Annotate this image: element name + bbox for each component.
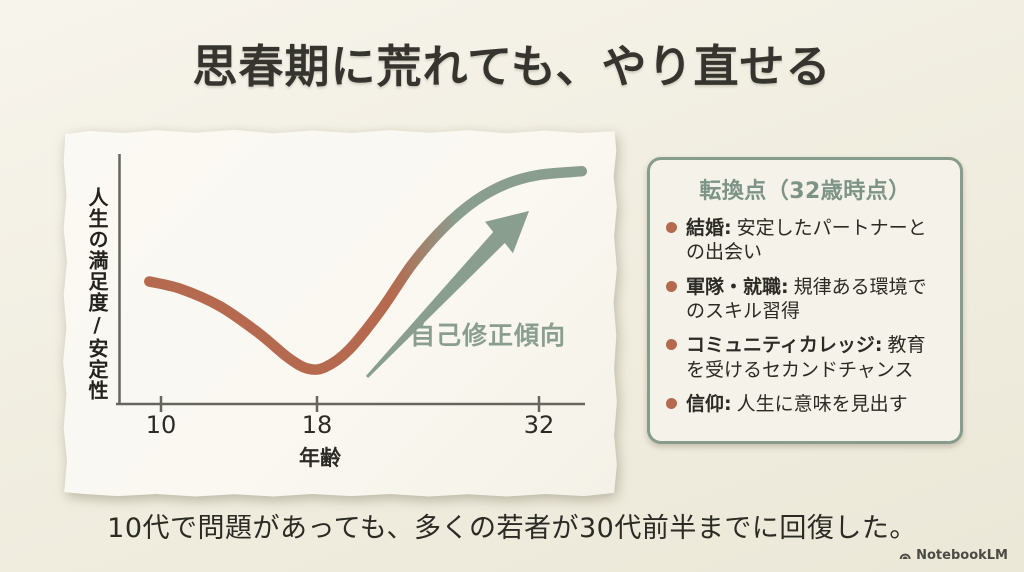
y-axis-label: 人生の満足度/安定性 (85, 187, 109, 401)
x-tick-10: 10 (145, 411, 177, 439)
self-correction-arrow-icon (365, 211, 529, 378)
panel-title: 転換点（32歳時点） (699, 179, 911, 204)
x-tick-32: 32 (523, 411, 555, 439)
brand-text: NotebookLM (916, 548, 1008, 563)
bullet-icon (666, 339, 677, 351)
list-item-faith: 信仰: 人生に意味を見出す (666, 392, 944, 416)
notebooklm-logo-icon (899, 553, 911, 559)
turning-points-panel: 転換点（32歳時点） 結婚: 安定したパートナーとの出会い 軍隊・就職: 規律ある環… (647, 157, 963, 444)
item-label: コミュニティカレッジ: (686, 334, 883, 357)
list-item-community-college: コミュニティカレッジ: 教育を受けるセカンドチャンス (666, 333, 944, 382)
item-label: 信仰: (686, 392, 732, 415)
item-label: 軍隊・就職: (686, 275, 789, 298)
slide-title: 思春期に荒れても、やり直せる (192, 40, 832, 93)
chart-card: 人生の満足度/安定性 10 18 32 年齢 自己修正傾向 (62, 129, 618, 498)
item-text: 信仰: 人生に意味を見出す (686, 392, 908, 416)
turning-points-list: 結婚: 安定したパートナーとの出会い 軍隊・就職: 規律ある環境でのスキル習得 コミ… (666, 216, 944, 416)
self-correction-annotation: 自己修正傾向 (410, 321, 567, 350)
x-axis-label: 年齢 (299, 446, 341, 470)
item-desc: 人生に意味を見出す (736, 392, 908, 415)
bullet-icon (666, 280, 677, 292)
paper-background: 人生の満足度/安定性 10 18 32 年齢 自己修正傾向 (63, 129, 617, 497)
bullet-icon (666, 222, 677, 233)
item-desc: 安定したパートナーとの出会い (686, 217, 927, 264)
bottom-caption: 10代で問題があっても、多くの若者が30代前半までに回復した。 (107, 513, 917, 544)
notebooklm-watermark: NotebookLM (898, 548, 1008, 563)
item-desc: 教育を受けるセカンドチャンス (686, 334, 926, 381)
item-label: 結婚: (686, 217, 732, 239)
list-item-marriage: 結婚: 安定したパートナーとの出会い (666, 216, 944, 265)
item-text: 軍隊・就職: 規律ある環境でのスキル習得 (686, 275, 944, 324)
list-item-military-job: 軍隊・就職: 規律ある環境でのスキル習得 (666, 275, 944, 324)
item-text: 結婚: 安定したパートナーとの出会い (686, 216, 944, 265)
item-desc: 規律ある環境でのスキル習得 (686, 275, 927, 322)
item-text: コミュニティカレッジ: 教育を受けるセカンドチャンス (686, 333, 944, 382)
x-tick-18: 18 (301, 411, 333, 439)
life-satisfaction-chart (116, 154, 588, 412)
bullet-icon (666, 397, 677, 409)
satisfaction-curve (144, 165, 588, 375)
